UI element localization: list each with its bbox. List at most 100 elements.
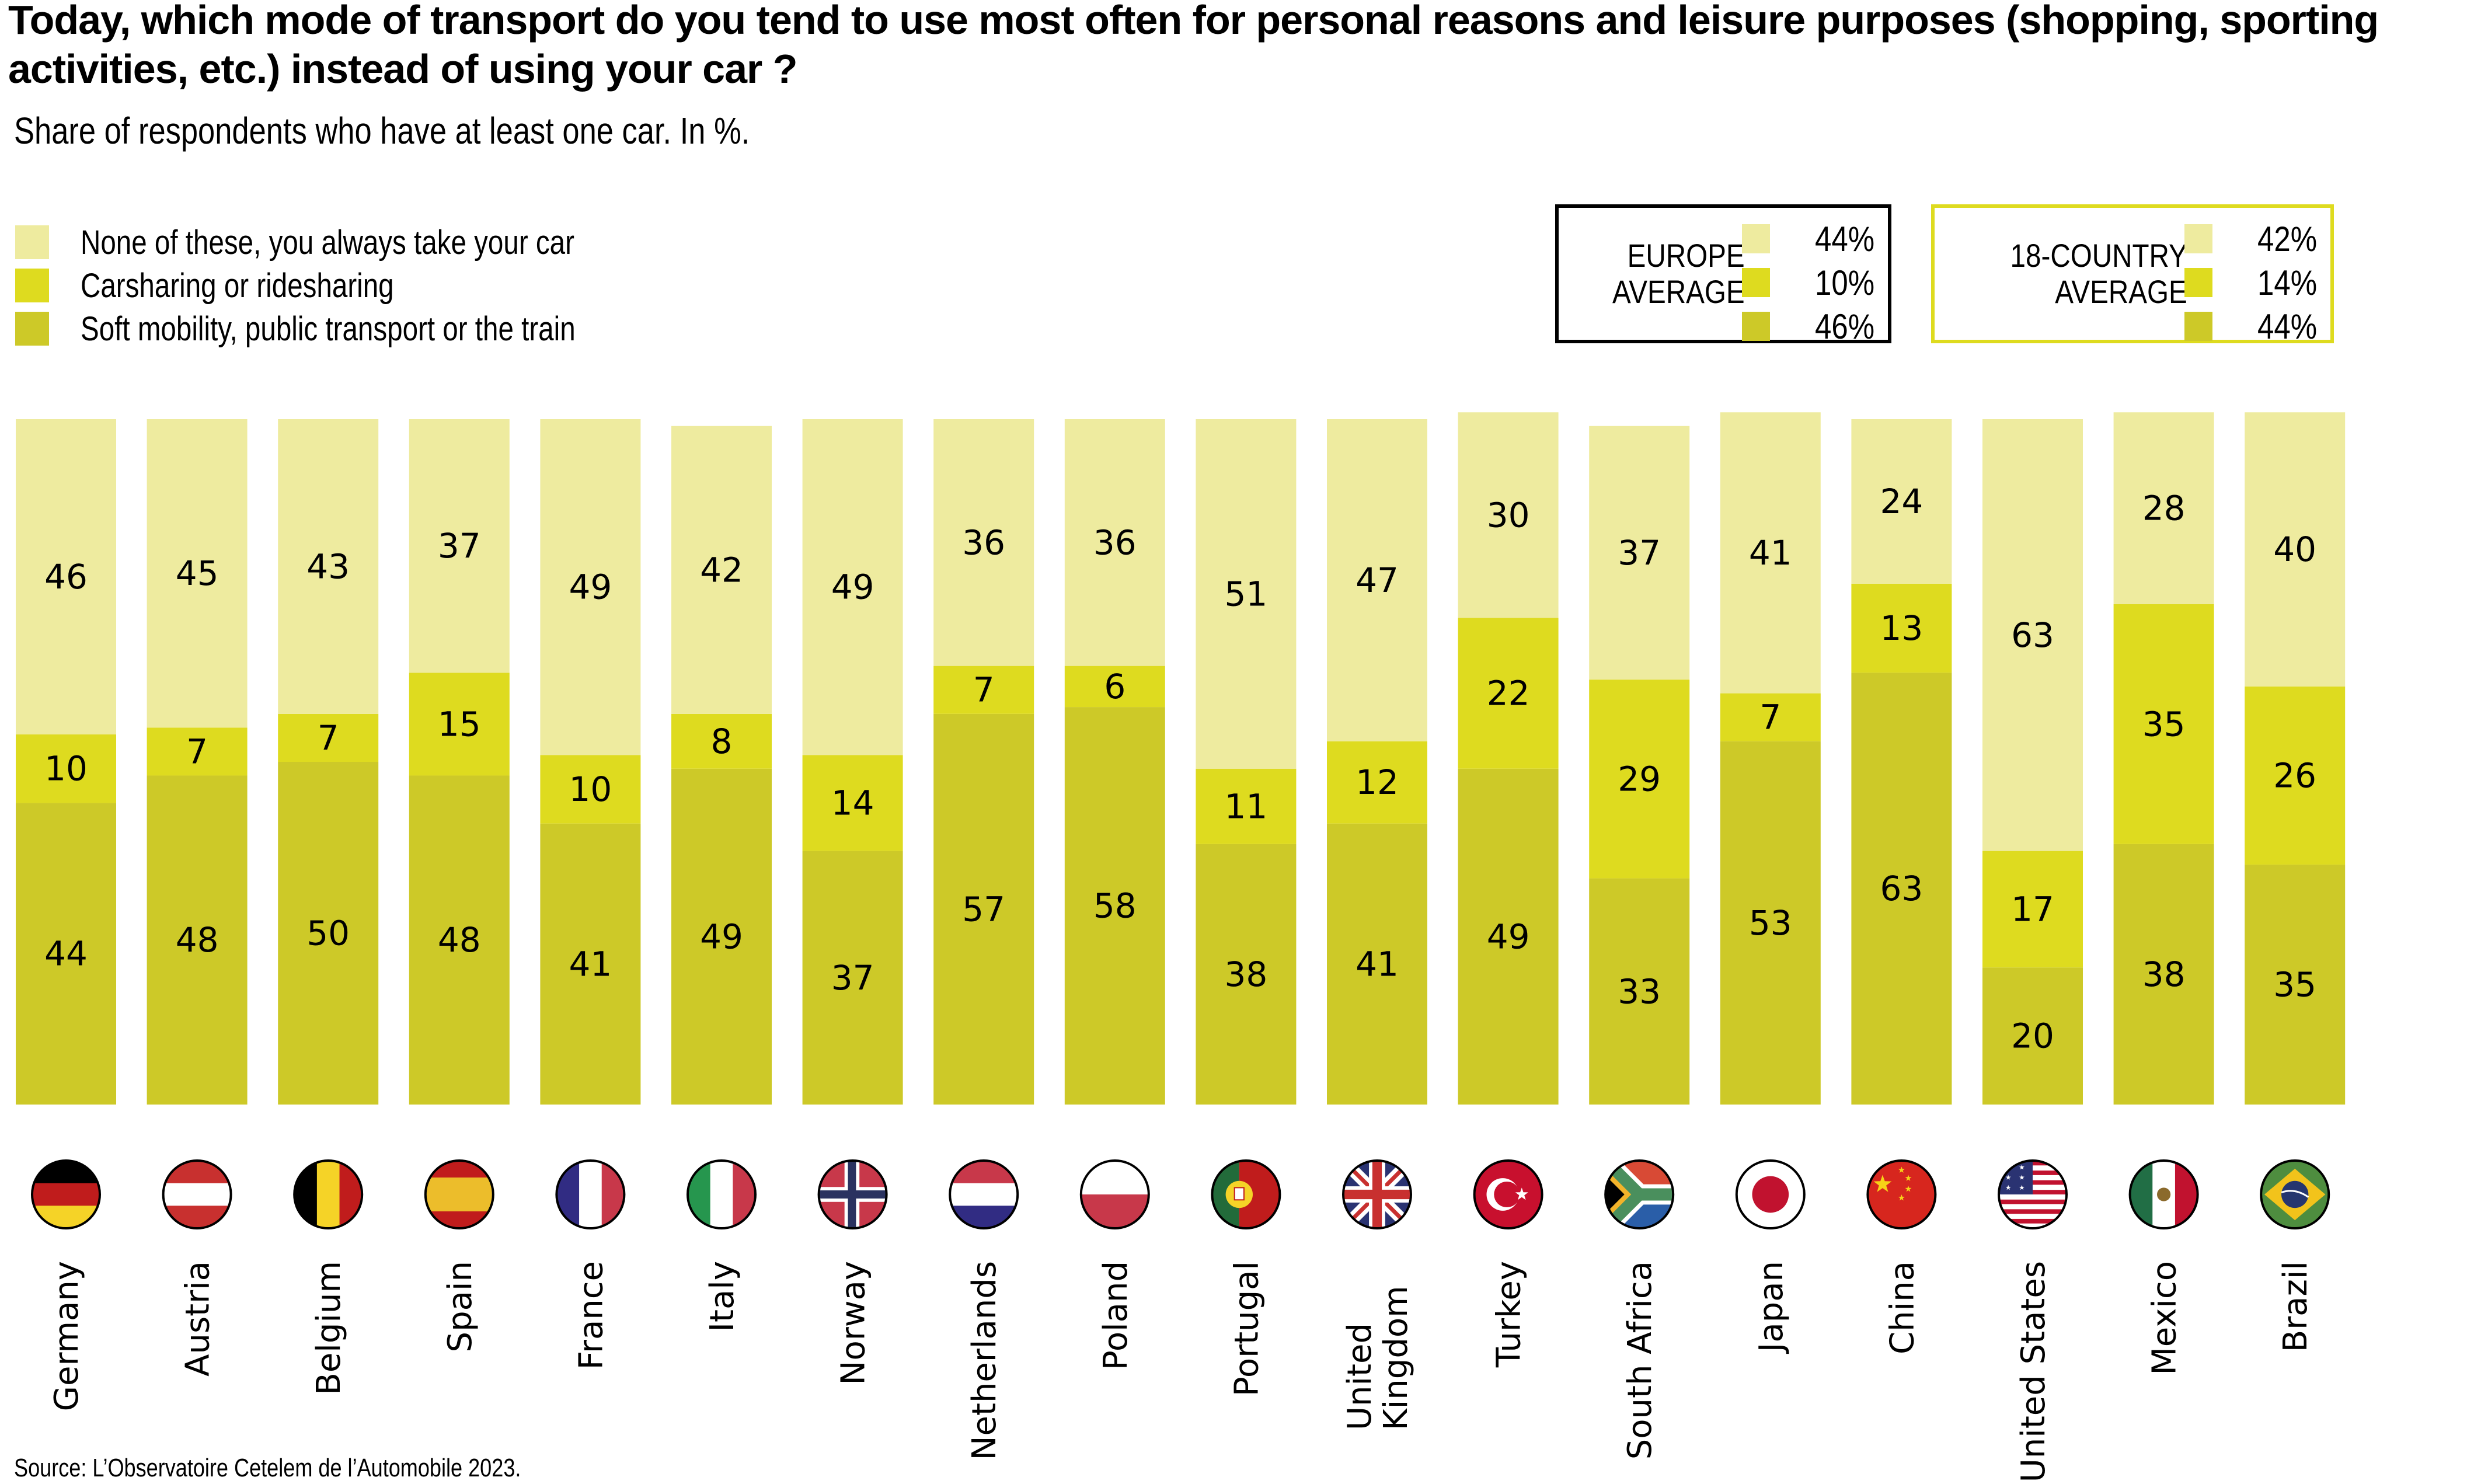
bar-segment-soft-mobility [1196, 844, 1297, 1105]
europe-average-box: EUROPE AVERAGE 44% 10% 46% [1555, 204, 1891, 346]
bar-segment-soft-mobility [671, 768, 772, 1105]
country-label: UnitedKingdom [1341, 1286, 1415, 1430]
bar-south-africa: 33 29 37 [1589, 426, 1690, 1105]
bar-segment-carsharing-or-ridesharing [2113, 604, 2214, 844]
data-label: 11 [1224, 786, 1267, 826]
bar-segment-soft-mobility [2245, 865, 2346, 1105]
data-label: 58 [1093, 886, 1137, 926]
data-label: 35 [2142, 704, 2186, 744]
mexico-flag-icon [2128, 1159, 2199, 1229]
south-africa-flag-icon [1604, 1159, 1675, 1229]
portugal-flag-icon [1211, 1159, 1281, 1229]
bar-segment-carsharing-or-ridesharing [1327, 741, 1427, 824]
data-label: 24 [1880, 482, 1923, 521]
chart-title: Today, which mode of transport do you te… [8, 0, 2379, 92]
bar-segment-carsharing-or-ridesharing [671, 713, 772, 769]
legend-swatch-none [15, 225, 49, 259]
legend-swatch-soft-mobility [15, 312, 49, 346]
bar-turkey: 49 22 30 [1458, 412, 1559, 1105]
bar-segment-none-of-these [1720, 412, 1821, 694]
source-note: Source: L’Observatoire Cetelem de l’Auto… [14, 1454, 521, 1482]
data-label: 10 [569, 769, 612, 809]
bar-segment-none-of-these [802, 419, 903, 755]
turkey-flag-icon [1473, 1159, 1543, 1229]
bar-segment-none-of-these [2245, 412, 2346, 687]
legend-label: Carsharing or ridesharing [81, 266, 394, 305]
bar-segment-none-of-these [1982, 419, 2083, 851]
bar-segment-none-of-these [1064, 419, 1165, 666]
bar-segment-soft-mobility [1982, 967, 2083, 1105]
bar-segment-carsharing-or-ridesharing [16, 734, 116, 803]
bar-japan: 53 7 41 [1720, 412, 1821, 1105]
germany-flag-icon [31, 1159, 101, 1229]
data-label: 33 [1618, 971, 1661, 1011]
data-label: 46 [44, 557, 88, 597]
data-label: 22 [1487, 674, 1530, 713]
bar-segment-carsharing-or-ridesharing [409, 673, 510, 776]
brazil-flag-icon [2260, 1159, 2330, 1229]
poland-flag-icon [1079, 1159, 1150, 1229]
bar-united-kingdom: 41 12 47 [1327, 419, 1427, 1105]
bar-brazil: 35 26 40 [2245, 412, 2346, 1105]
bar-spain: 48 15 37 [409, 419, 510, 1105]
swatch-none [1742, 224, 1770, 253]
data-label: 7 [186, 731, 208, 771]
data-label: 20 [2011, 1016, 2054, 1056]
bar-segment-none-of-these [2113, 412, 2214, 604]
country-label: Italy [703, 1261, 741, 1332]
bar-segment-none-of-these [1458, 412, 1559, 618]
data-label: 36 [962, 522, 1005, 562]
bar-segment-none-of-these [409, 419, 510, 673]
bar-segment-carsharing-or-ridesharing [1720, 693, 1821, 741]
country-label: Austria [179, 1261, 217, 1377]
data-label: 26 [2273, 755, 2316, 795]
country-label: Poland [1097, 1261, 1135, 1370]
bar-segment-soft-mobility [147, 775, 248, 1105]
data-label: 50 [306, 914, 350, 953]
data-label: 44 [44, 934, 88, 974]
country-label: Portugal [1228, 1261, 1266, 1396]
bar-segment-carsharing-or-ridesharing [1851, 583, 1952, 673]
data-label: 49 [569, 567, 612, 607]
swatch-soft-mobility [2184, 312, 2212, 341]
bar-segment-carsharing-or-ridesharing [540, 755, 641, 824]
bar-segment-carsharing-or-ridesharing [802, 755, 903, 851]
bar-segment-none-of-these [1851, 419, 1952, 584]
data-label: 63 [2011, 615, 2054, 655]
country-label: Mexico [2146, 1261, 2184, 1375]
country-label: Spain [441, 1261, 479, 1352]
bar-segment-soft-mobility [933, 713, 1034, 1105]
bar-segment-carsharing-or-ridesharing [1589, 680, 1690, 879]
legend-label: None of these, you always take your car [81, 223, 574, 262]
bar-segment-none-of-these [1327, 419, 1427, 741]
data-label: 47 [1356, 560, 1399, 600]
data-label: 53 [1749, 903, 1792, 943]
bar-segment-carsharing-or-ridesharing [2245, 686, 2346, 865]
china-flag-icon [1866, 1159, 1937, 1229]
country18-average-label-line1: 18-COUNTRY [2010, 237, 2187, 274]
bar-segment-soft-mobility [1064, 707, 1165, 1105]
bar-segment-soft-mobility [1327, 823, 1427, 1105]
data-label: 14 [831, 783, 874, 823]
bar-china: 63 13 24 [1851, 419, 1952, 1105]
data-label: 28 [2142, 489, 2186, 528]
norway-flag-icon [817, 1159, 888, 1229]
bar-italy: 49 8 42 [671, 426, 772, 1105]
europe-average-label-line1: EUROPE [1627, 237, 1745, 274]
bar-segment-soft-mobility [1851, 673, 1952, 1105]
swatch-carsharing [2184, 268, 2212, 297]
legend-swatch-carsharing [15, 269, 49, 302]
data-label: 40 [2273, 529, 2316, 569]
japan-flag-icon [1735, 1159, 1806, 1229]
data-label: 41 [569, 944, 612, 984]
legend-item-carsharing: Carsharing or ridesharing [15, 264, 684, 307]
bar-segment-carsharing-or-ridesharing [278, 713, 379, 762]
bar-segment-none-of-these [1589, 426, 1690, 680]
data-label: 6 [1104, 667, 1125, 706]
bar-united-states: 20 17 63 [1982, 419, 2083, 1105]
bar-norway: 37 14 49 [802, 419, 903, 1105]
belgium-flag-icon [293, 1159, 364, 1229]
data-label: 43 [306, 546, 350, 586]
europe-average-label-line2: AVERAGE [1612, 273, 1745, 310]
bar-segment-soft-mobility [1589, 878, 1690, 1105]
